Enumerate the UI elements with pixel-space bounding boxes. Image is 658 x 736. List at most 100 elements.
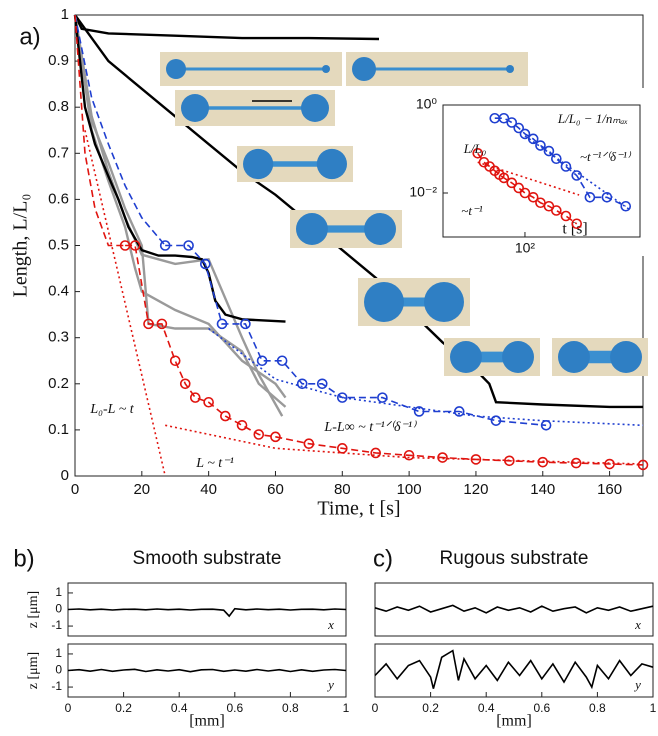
data-point xyxy=(472,147,484,159)
annotation: x xyxy=(327,617,334,632)
y-tick-label: 0.6 xyxy=(48,190,69,207)
x-tick-label: 10² xyxy=(515,240,536,256)
x-tick-label: 1 xyxy=(343,701,350,715)
annotation: L₀-L ~ t xyxy=(89,402,134,417)
data-point xyxy=(620,200,632,212)
data-point xyxy=(413,406,425,417)
x-tick-label: 140 xyxy=(530,481,555,498)
data-point xyxy=(490,415,502,426)
y-tick-label: 10⁻² xyxy=(409,184,437,200)
y-tick-label: 0 xyxy=(55,663,62,677)
x-tick-label: 0.8 xyxy=(282,701,299,715)
data-point xyxy=(303,438,315,450)
droplet-photo xyxy=(290,210,402,248)
data-point xyxy=(584,191,596,203)
data-point xyxy=(253,429,265,440)
data-point xyxy=(240,318,251,330)
data-point xyxy=(156,318,168,330)
droplet-bulb xyxy=(316,148,347,180)
y-tick-label: -1 xyxy=(51,618,62,632)
data-point xyxy=(220,410,231,422)
data-point xyxy=(370,447,382,459)
data-point xyxy=(537,456,549,468)
y-axis-label: Length, L/L₀ xyxy=(10,194,32,298)
data-point xyxy=(200,258,211,270)
x-tick-label: 0.2 xyxy=(115,701,132,715)
y-tick-label: 1 xyxy=(61,6,69,23)
data-point xyxy=(256,355,268,367)
data-point xyxy=(270,431,281,443)
data-point xyxy=(540,419,552,431)
y-tick-label: 0.2 xyxy=(48,375,69,392)
droplet-bulb xyxy=(243,148,274,180)
series-line xyxy=(165,244,547,427)
data-point xyxy=(506,117,518,128)
data-point xyxy=(506,177,518,189)
droplet-photo xyxy=(237,146,353,182)
data-point xyxy=(296,378,308,390)
droplet-bulb xyxy=(610,341,642,373)
x-tick-label: 0.4 xyxy=(478,701,495,715)
x-axis-label: Time, t [s] xyxy=(317,498,400,520)
annotation: y xyxy=(326,677,334,692)
data-point xyxy=(560,210,572,222)
panel-title: Smooth substrate xyxy=(133,548,282,569)
droplet-bulb xyxy=(166,59,186,79)
droplet-bulb xyxy=(352,57,376,81)
y-axis-label: z [μm] xyxy=(26,652,41,689)
data-point xyxy=(183,240,194,251)
series-line xyxy=(84,130,166,477)
data-point xyxy=(513,182,525,194)
annotation: a) xyxy=(19,23,40,50)
y-tick-label: 0 xyxy=(61,467,69,484)
series-line xyxy=(125,244,644,466)
droplet-photo xyxy=(358,278,470,326)
data-point xyxy=(519,128,531,140)
data-point xyxy=(543,145,555,157)
y-tick-label: 0.4 xyxy=(48,283,69,300)
annotation: c) xyxy=(373,545,393,572)
series-line xyxy=(73,14,380,41)
annotation: y xyxy=(633,677,641,692)
series-line xyxy=(524,135,632,212)
droplet-photo xyxy=(346,52,528,86)
data-point xyxy=(203,396,214,408)
droplet-photo xyxy=(175,90,335,126)
annotation: L-L∞ ~ t⁻¹ᐟ⁽δ⁻¹⁾ xyxy=(323,420,417,435)
x-tick-label: 40 xyxy=(200,481,217,498)
annotation: L ~ t⁻¹ xyxy=(195,456,234,471)
inset-background xyxy=(412,88,652,256)
droplet-bulb xyxy=(301,94,329,122)
droplet-bulb xyxy=(364,282,404,322)
x-tick-label: 20 xyxy=(133,481,150,498)
data-point xyxy=(570,457,582,469)
series-line xyxy=(374,649,654,690)
droplet-bulb xyxy=(450,341,482,373)
plot-frame xyxy=(374,643,654,698)
data-point xyxy=(498,112,510,124)
data-point xyxy=(535,140,546,151)
data-point xyxy=(498,172,510,184)
droplet-photo xyxy=(552,338,648,376)
x-tick-label: 0 xyxy=(372,701,379,715)
data-point xyxy=(470,454,482,465)
annotation: ~t⁻¹ᐟ⁽δ⁻¹⁾ xyxy=(580,149,632,164)
droplet-photo xyxy=(444,338,540,376)
data-point xyxy=(169,355,181,367)
x-tick-label: 0.2 xyxy=(422,701,439,715)
series-line xyxy=(74,14,166,247)
x-tick-label: 120 xyxy=(463,481,488,498)
droplet-bulb xyxy=(558,341,590,373)
x-tick-label: 160 xyxy=(597,481,622,498)
droplet-bulb xyxy=(506,65,514,73)
x-tick-label: 0 xyxy=(65,701,72,715)
y-tick-label: 1 xyxy=(55,585,62,599)
data-point xyxy=(519,187,531,199)
plot-frame xyxy=(374,582,654,637)
series-line xyxy=(67,668,347,673)
data-point xyxy=(276,355,288,367)
y-tick-label: 0.9 xyxy=(48,52,69,69)
data-point xyxy=(513,122,525,134)
